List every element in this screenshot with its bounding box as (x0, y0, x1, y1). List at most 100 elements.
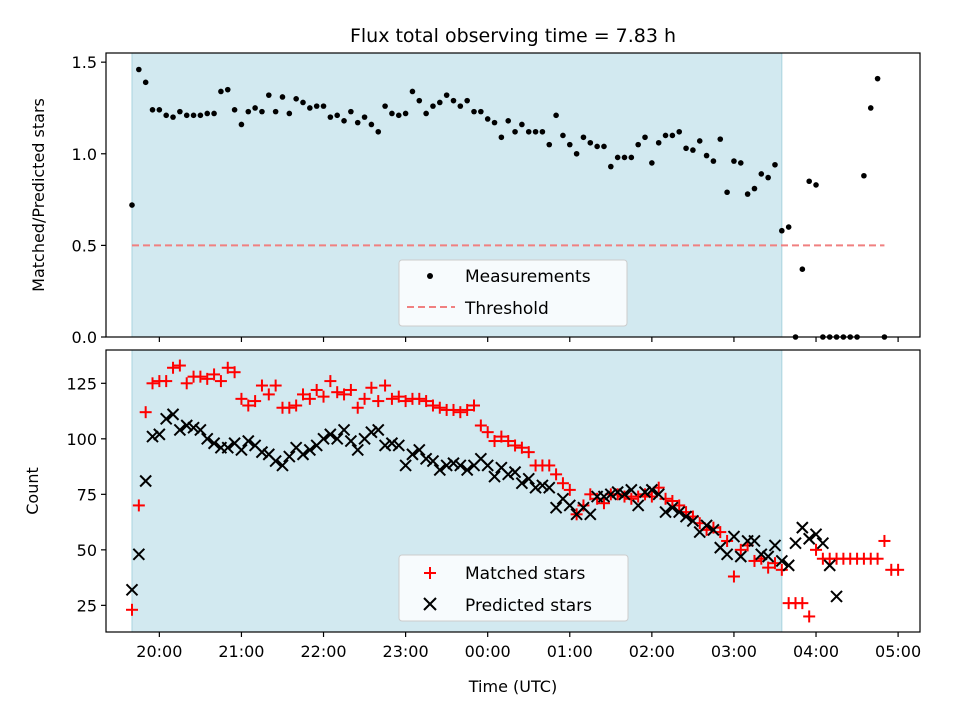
matched-star-point (180, 377, 193, 390)
measurement-point (758, 171, 765, 177)
predicted-star-point (385, 437, 399, 450)
predicted-star-point (365, 425, 378, 439)
bottom-legend-box (398, 554, 629, 622)
predicted-star-point (187, 421, 200, 434)
measurement-point (765, 174, 771, 181)
ytick-label: 0.5 (72, 236, 97, 255)
matched-star-point (426, 399, 439, 412)
measurement-point (279, 94, 286, 100)
predicted-star-point (508, 465, 522, 479)
measurement-point (183, 112, 190, 119)
predicted-star-point (296, 448, 310, 461)
matched-star-point (351, 401, 364, 414)
predicted-star-point (159, 412, 173, 426)
measurement-point (498, 134, 505, 141)
predicted-star-point (344, 434, 358, 448)
predicted-star-point (399, 459, 412, 472)
measurement-point (190, 112, 197, 119)
measurement-point (450, 97, 457, 104)
predicted-star-point (153, 428, 166, 441)
predicted-star-point (830, 590, 843, 603)
xtick-label: 03:00 (711, 642, 757, 661)
predicted-star-point (809, 528, 823, 541)
matched-star-point (461, 403, 474, 416)
matched-star-point (639, 488, 652, 501)
matched-star-point (146, 377, 159, 390)
predicted-star-point (618, 488, 631, 501)
matched-star-point (796, 597, 809, 610)
predicted-star-point (372, 423, 385, 437)
matched-star-point (775, 563, 788, 576)
measurement-point (402, 110, 409, 117)
matched-star-point (385, 392, 398, 405)
matched-star-point (556, 477, 569, 490)
measurement-point (238, 121, 245, 128)
measurement-point (368, 121, 375, 128)
xtick-label: 04:00 (793, 642, 839, 661)
ytick-label: 125 (66, 374, 97, 393)
matched-star-point (228, 366, 241, 379)
measurement-point (655, 139, 662, 146)
predicted-star-point (522, 472, 535, 485)
ytick-label: 50 (77, 541, 97, 560)
predicted-star-point (426, 454, 440, 468)
matched-star-point (502, 435, 515, 448)
predicted-star-point (549, 501, 563, 514)
bottom-axes-frame (105, 349, 921, 633)
predicted-star-point (324, 428, 337, 441)
predicted-star-point (447, 457, 460, 470)
matched-star-point (283, 401, 296, 414)
matched-star-point (522, 446, 535, 459)
measurement-point (710, 158, 717, 164)
predicted-star-point (276, 459, 289, 472)
top-panel: 0.0 0.5 1.0 1.5 Matched/Predicted stars Mea… (29, 52, 921, 347)
legend-threshold-label: Threshold (464, 299, 549, 319)
chart-title: Flux total observing time = 7.83 h (350, 25, 676, 47)
measurement-point (437, 99, 443, 106)
matched-star-point (659, 492, 672, 505)
predicted-star-point (823, 559, 836, 572)
matched-star-point (290, 399, 303, 412)
predicted-star-point (146, 430, 159, 443)
matched-star-point (721, 534, 734, 547)
measurement-point (731, 158, 737, 164)
matched-star-point (262, 388, 275, 401)
measurement-point (601, 143, 607, 150)
matched-star-point (892, 563, 905, 576)
measurement-point (683, 145, 689, 152)
bottom-xlabel: Time (UTC) (468, 677, 557, 696)
ytick-label: 25 (77, 596, 97, 615)
matched-star-point (249, 395, 262, 408)
predicted-star-point (132, 548, 146, 561)
measurement-point (525, 128, 532, 135)
measurement-point (560, 132, 566, 139)
measurement-point (669, 132, 676, 139)
matched-star-point (235, 392, 248, 405)
predicted-star-point (180, 419, 193, 432)
measurement-point (300, 99, 306, 106)
predicted-star-point (631, 499, 645, 512)
measurement-point (628, 154, 635, 161)
predicted-star-point (638, 485, 652, 499)
measurement-point (813, 182, 819, 188)
measurement-point (779, 227, 785, 234)
xtick-label: 22:00 (300, 642, 346, 661)
matched-star-point (550, 468, 563, 481)
predicted-star-point (194, 423, 207, 437)
predicted-star-point (755, 548, 768, 561)
legend-predicted-label: Predicted stars (465, 596, 592, 616)
measurement-point (163, 112, 169, 119)
xtick-label: 05:00 (875, 642, 921, 661)
predicted-star-point (700, 519, 713, 532)
measurement-point (744, 191, 751, 197)
predicted-star-point (782, 559, 795, 572)
measurement-point (170, 114, 176, 120)
matched-star-point (625, 492, 638, 505)
matched-star-point (372, 395, 385, 408)
predicted-star-point (283, 450, 296, 463)
legend-measurements-marker (427, 273, 433, 279)
matched-star-point (160, 375, 173, 388)
predicted-star-point (748, 534, 761, 548)
measurement-point (204, 110, 211, 117)
measurement-point (156, 107, 163, 113)
